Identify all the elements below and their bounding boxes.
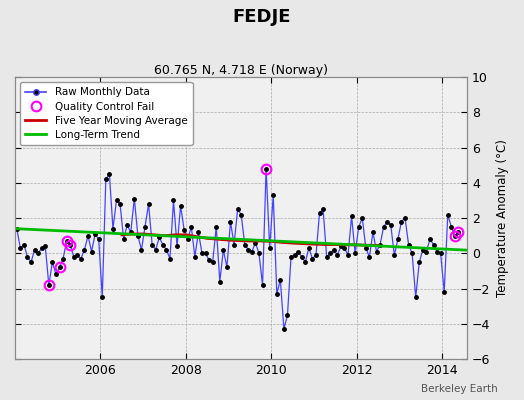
Legend: Raw Monthly Data, Quality Control Fail, Five Year Moving Average, Long-Term Tren: Raw Monthly Data, Quality Control Fail, … — [20, 82, 192, 145]
Y-axis label: Temperature Anomaly (°C): Temperature Anomaly (°C) — [496, 139, 509, 297]
Text: Berkeley Earth: Berkeley Earth — [421, 384, 498, 394]
Text: FEDJE: FEDJE — [233, 8, 291, 26]
Title: 60.765 N, 4.718 E (Norway): 60.765 N, 4.718 E (Norway) — [154, 64, 328, 77]
